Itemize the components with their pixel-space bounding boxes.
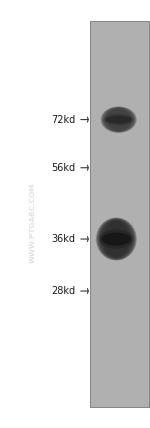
Ellipse shape — [98, 218, 135, 260]
Ellipse shape — [97, 218, 136, 260]
Ellipse shape — [102, 107, 135, 132]
Text: 72kd: 72kd — [51, 115, 75, 125]
Ellipse shape — [101, 220, 131, 258]
Ellipse shape — [100, 107, 137, 133]
Ellipse shape — [103, 114, 134, 125]
Ellipse shape — [106, 116, 132, 124]
Ellipse shape — [99, 229, 134, 249]
Ellipse shape — [103, 107, 134, 132]
Ellipse shape — [103, 107, 135, 132]
Ellipse shape — [102, 232, 131, 246]
Ellipse shape — [96, 217, 137, 261]
Ellipse shape — [101, 107, 136, 133]
Text: 28kd: 28kd — [51, 286, 75, 296]
Ellipse shape — [98, 219, 134, 259]
Ellipse shape — [96, 218, 136, 260]
Ellipse shape — [99, 219, 133, 259]
Ellipse shape — [104, 107, 134, 132]
Ellipse shape — [99, 219, 134, 259]
Text: 56kd: 56kd — [51, 163, 75, 173]
Text: WWW.PTGABC.COM: WWW.PTGABC.COM — [30, 182, 36, 263]
Ellipse shape — [101, 220, 132, 258]
Ellipse shape — [104, 108, 133, 131]
Ellipse shape — [100, 220, 133, 259]
Ellipse shape — [102, 107, 136, 132]
Bar — [90, 21, 148, 407]
Ellipse shape — [105, 108, 133, 131]
Text: 36kd: 36kd — [51, 234, 75, 244]
